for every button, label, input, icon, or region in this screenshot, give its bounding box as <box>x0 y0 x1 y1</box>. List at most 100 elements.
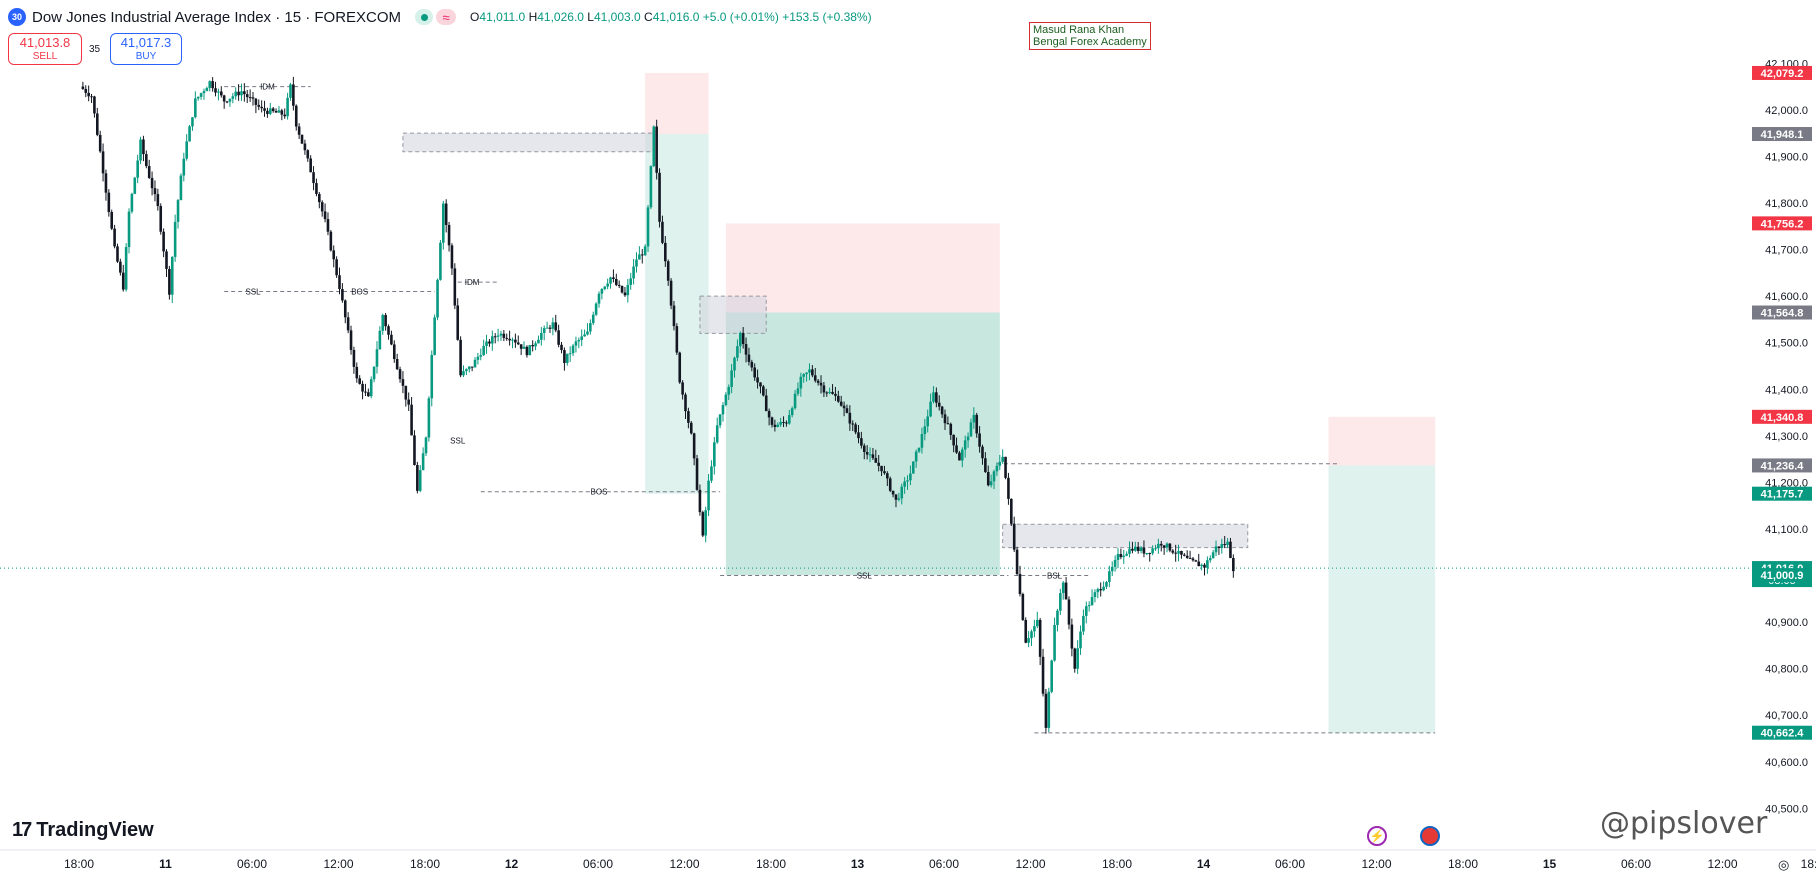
candle-body <box>764 395 768 412</box>
candle-body <box>1067 599 1071 625</box>
candle-body <box>565 353 569 363</box>
buy-button[interactable]: 41,017.3 BUY <box>110 33 182 65</box>
candle-body <box>205 88 209 92</box>
candle-body <box>260 106 263 109</box>
candle-body <box>98 134 102 152</box>
candle-body <box>398 369 402 380</box>
candle-body <box>681 382 684 395</box>
candle-body <box>1082 615 1085 632</box>
us-flag-icon[interactable] <box>1420 826 1440 846</box>
settings-icon[interactable]: ◎ <box>1778 857 1790 872</box>
market-open-icon[interactable] <box>415 9 434 25</box>
market-status[interactable]: ≈ <box>415 9 457 25</box>
structure-label: BSL <box>1047 572 1063 581</box>
candle-body <box>1061 582 1065 594</box>
candle-body <box>277 110 281 113</box>
author-handle: @pipslover <box>1600 806 1768 841</box>
y-tick-label: 41,800.0 <box>1765 198 1808 210</box>
candle-body <box>917 447 921 452</box>
candle-body <box>1099 589 1102 591</box>
structure-label: BOS <box>351 287 368 296</box>
candle-body <box>828 391 831 393</box>
candle-body <box>600 289 604 294</box>
candle-body <box>1136 546 1140 552</box>
candle-body <box>623 292 627 296</box>
candle-body <box>718 414 722 426</box>
candle-body <box>413 435 416 466</box>
candle-body <box>952 434 955 446</box>
candle-body <box>551 322 555 329</box>
candle-body <box>93 96 96 114</box>
candle-body <box>219 91 223 96</box>
candle-body <box>367 392 370 397</box>
candle-body <box>776 424 780 427</box>
candle-body <box>1087 605 1091 607</box>
candle-body <box>130 193 134 212</box>
candle-body <box>1174 552 1177 554</box>
candle-body <box>857 432 860 439</box>
candle-body <box>493 336 497 338</box>
x-tick-label: 18:00 <box>64 857 94 871</box>
candle-body <box>548 327 552 329</box>
candle-body <box>649 166 653 208</box>
trade-zones <box>402 72 1436 733</box>
candle-body <box>955 445 958 453</box>
candle-body <box>701 512 705 536</box>
tradingview-logo[interactable]: 17 TradingView <box>12 819 154 841</box>
candle-body <box>943 414 947 424</box>
candle-body <box>574 341 578 346</box>
price-label-box <box>1752 216 1812 231</box>
candle-body <box>617 284 621 286</box>
candle-body <box>949 423 953 435</box>
candles <box>81 76 1235 734</box>
candle-body <box>283 114 287 117</box>
candle-body <box>248 97 252 99</box>
wave-icon[interactable]: ≈ <box>436 9 457 25</box>
candle-body <box>511 339 514 341</box>
candle-body <box>407 399 410 405</box>
y-tick-label: 41,100.0 <box>1765 524 1808 536</box>
candle-body <box>779 421 782 425</box>
candle-body <box>326 219 330 232</box>
candle-body <box>975 414 979 434</box>
candle-body <box>785 422 788 424</box>
candle-body <box>286 97 289 117</box>
candle-body <box>196 96 200 99</box>
candle-body <box>1027 638 1030 643</box>
candle-body <box>923 426 927 435</box>
candle-body <box>1203 564 1206 568</box>
symbol-title[interactable]: Dow Jones Industrial Average Index · 15 … <box>32 8 402 26</box>
candle-body <box>467 366 471 370</box>
candle-body <box>473 359 477 368</box>
candle-body <box>537 339 540 344</box>
sell-button[interactable]: 41,013.8 SELL <box>8 33 82 65</box>
candle-body <box>1165 543 1169 548</box>
candle-body <box>142 139 145 155</box>
candle-body <box>450 245 454 269</box>
candle-body <box>1007 477 1010 499</box>
candle-body <box>629 278 633 285</box>
candle-body <box>710 466 713 481</box>
candle-body <box>159 206 163 232</box>
x-tick-label: 12:00 <box>1707 857 1737 871</box>
candle-body <box>571 345 575 354</box>
candle-body <box>231 96 235 99</box>
candle-body <box>133 177 137 194</box>
lightning-icon[interactable]: ⚡ <box>1367 826 1387 846</box>
candle-body <box>424 437 428 454</box>
price-label-box <box>1752 127 1812 142</box>
candle-body <box>335 259 338 276</box>
candle-body <box>721 405 725 415</box>
candle-body <box>640 254 644 256</box>
candle-body <box>961 449 964 461</box>
candle-body <box>591 314 595 324</box>
candle-body <box>1159 543 1163 546</box>
candle-body <box>1033 626 1036 632</box>
candle-body <box>1185 555 1189 558</box>
candle-body <box>225 101 229 103</box>
candle-body <box>358 378 361 384</box>
candle-body <box>966 436 970 441</box>
candle-body <box>713 442 716 467</box>
x-tick-label: 11 <box>159 857 172 871</box>
